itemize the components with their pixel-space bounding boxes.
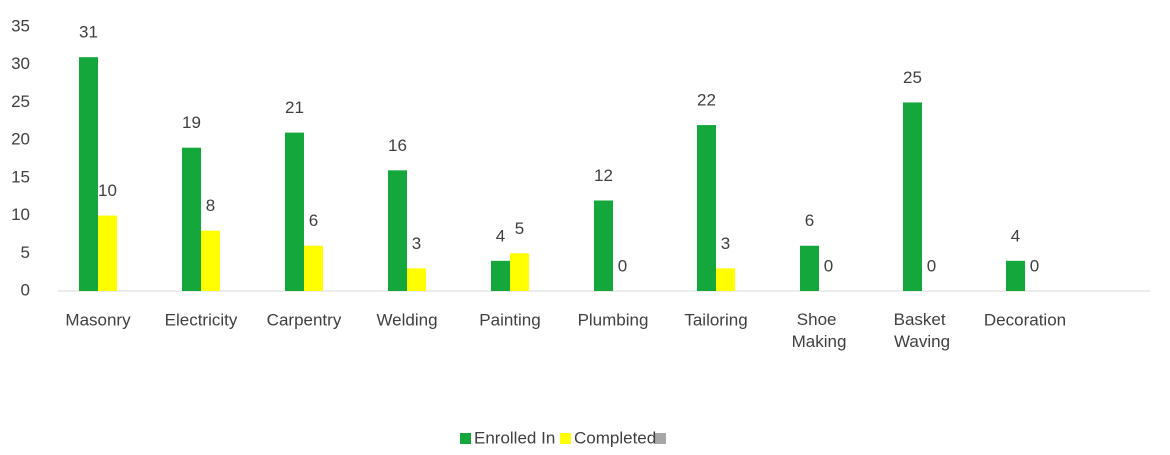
bar: [510, 253, 529, 291]
bar: [182, 147, 201, 291]
y-tick-label: 10: [11, 205, 30, 224]
x-tick-label: Shoe Making: [792, 310, 847, 351]
bar: [201, 230, 220, 291]
y-tick-label: 5: [21, 243, 30, 262]
x-tick-label: Masonry: [65, 310, 131, 329]
bar: [800, 245, 819, 291]
y-tick-label: 35: [11, 16, 30, 35]
x-tick-label: Decoration: [984, 310, 1066, 329]
y-tick-label: 25: [11, 92, 30, 111]
data-label: 4: [496, 226, 505, 245]
y-tick-label: 30: [11, 54, 30, 73]
y-tick-label: 20: [11, 130, 30, 149]
x-tick-label: Plumbing: [578, 310, 649, 329]
bar: [1006, 260, 1025, 291]
bar: [388, 170, 407, 291]
data-label: 19: [182, 113, 201, 132]
bar: [304, 245, 323, 291]
legend-label: Completed: [574, 428, 656, 447]
bar: [491, 260, 510, 291]
x-tick-label: Tailoring: [684, 310, 747, 329]
bar: [697, 125, 716, 291]
legend-label: Enrolled In: [474, 428, 555, 447]
x-tick-label: Welding: [376, 310, 437, 329]
y-tick-label: 15: [11, 167, 30, 186]
data-label: 0: [824, 256, 833, 275]
legend-swatch: [560, 433, 571, 444]
x-tick-label: Carpentry: [267, 310, 342, 329]
bar: [79, 57, 98, 291]
data-label: 21: [285, 98, 304, 117]
data-label: 3: [721, 234, 730, 253]
data-label: 4: [1011, 226, 1020, 245]
bar: [98, 215, 117, 291]
data-label: 31: [79, 23, 98, 42]
data-label: 6: [309, 211, 318, 230]
data-label: 0: [927, 256, 936, 275]
x-tick-label: Electricity: [165, 310, 238, 329]
y-tick-label: 0: [21, 280, 30, 299]
bar: [594, 200, 613, 291]
data-label: 0: [618, 256, 627, 275]
legend-swatch: [460, 433, 471, 444]
bar: [903, 102, 922, 291]
data-label: 3: [412, 234, 421, 253]
bar: [716, 268, 735, 291]
x-tick-label: Basket Waving: [894, 310, 951, 351]
legend-swatch: [655, 433, 666, 444]
data-label: 22: [697, 91, 716, 110]
data-label: 25: [903, 68, 922, 87]
x-tick-label: Painting: [479, 310, 540, 329]
data-label: 6: [805, 211, 814, 230]
data-label: 0: [1030, 256, 1039, 275]
data-label: 12: [594, 166, 613, 185]
data-label: 5: [515, 219, 524, 238]
data-label: 10: [98, 181, 117, 200]
data-label: 16: [388, 136, 407, 155]
bar: [285, 132, 304, 291]
data-label: 8: [206, 196, 215, 215]
bar: [407, 268, 426, 291]
